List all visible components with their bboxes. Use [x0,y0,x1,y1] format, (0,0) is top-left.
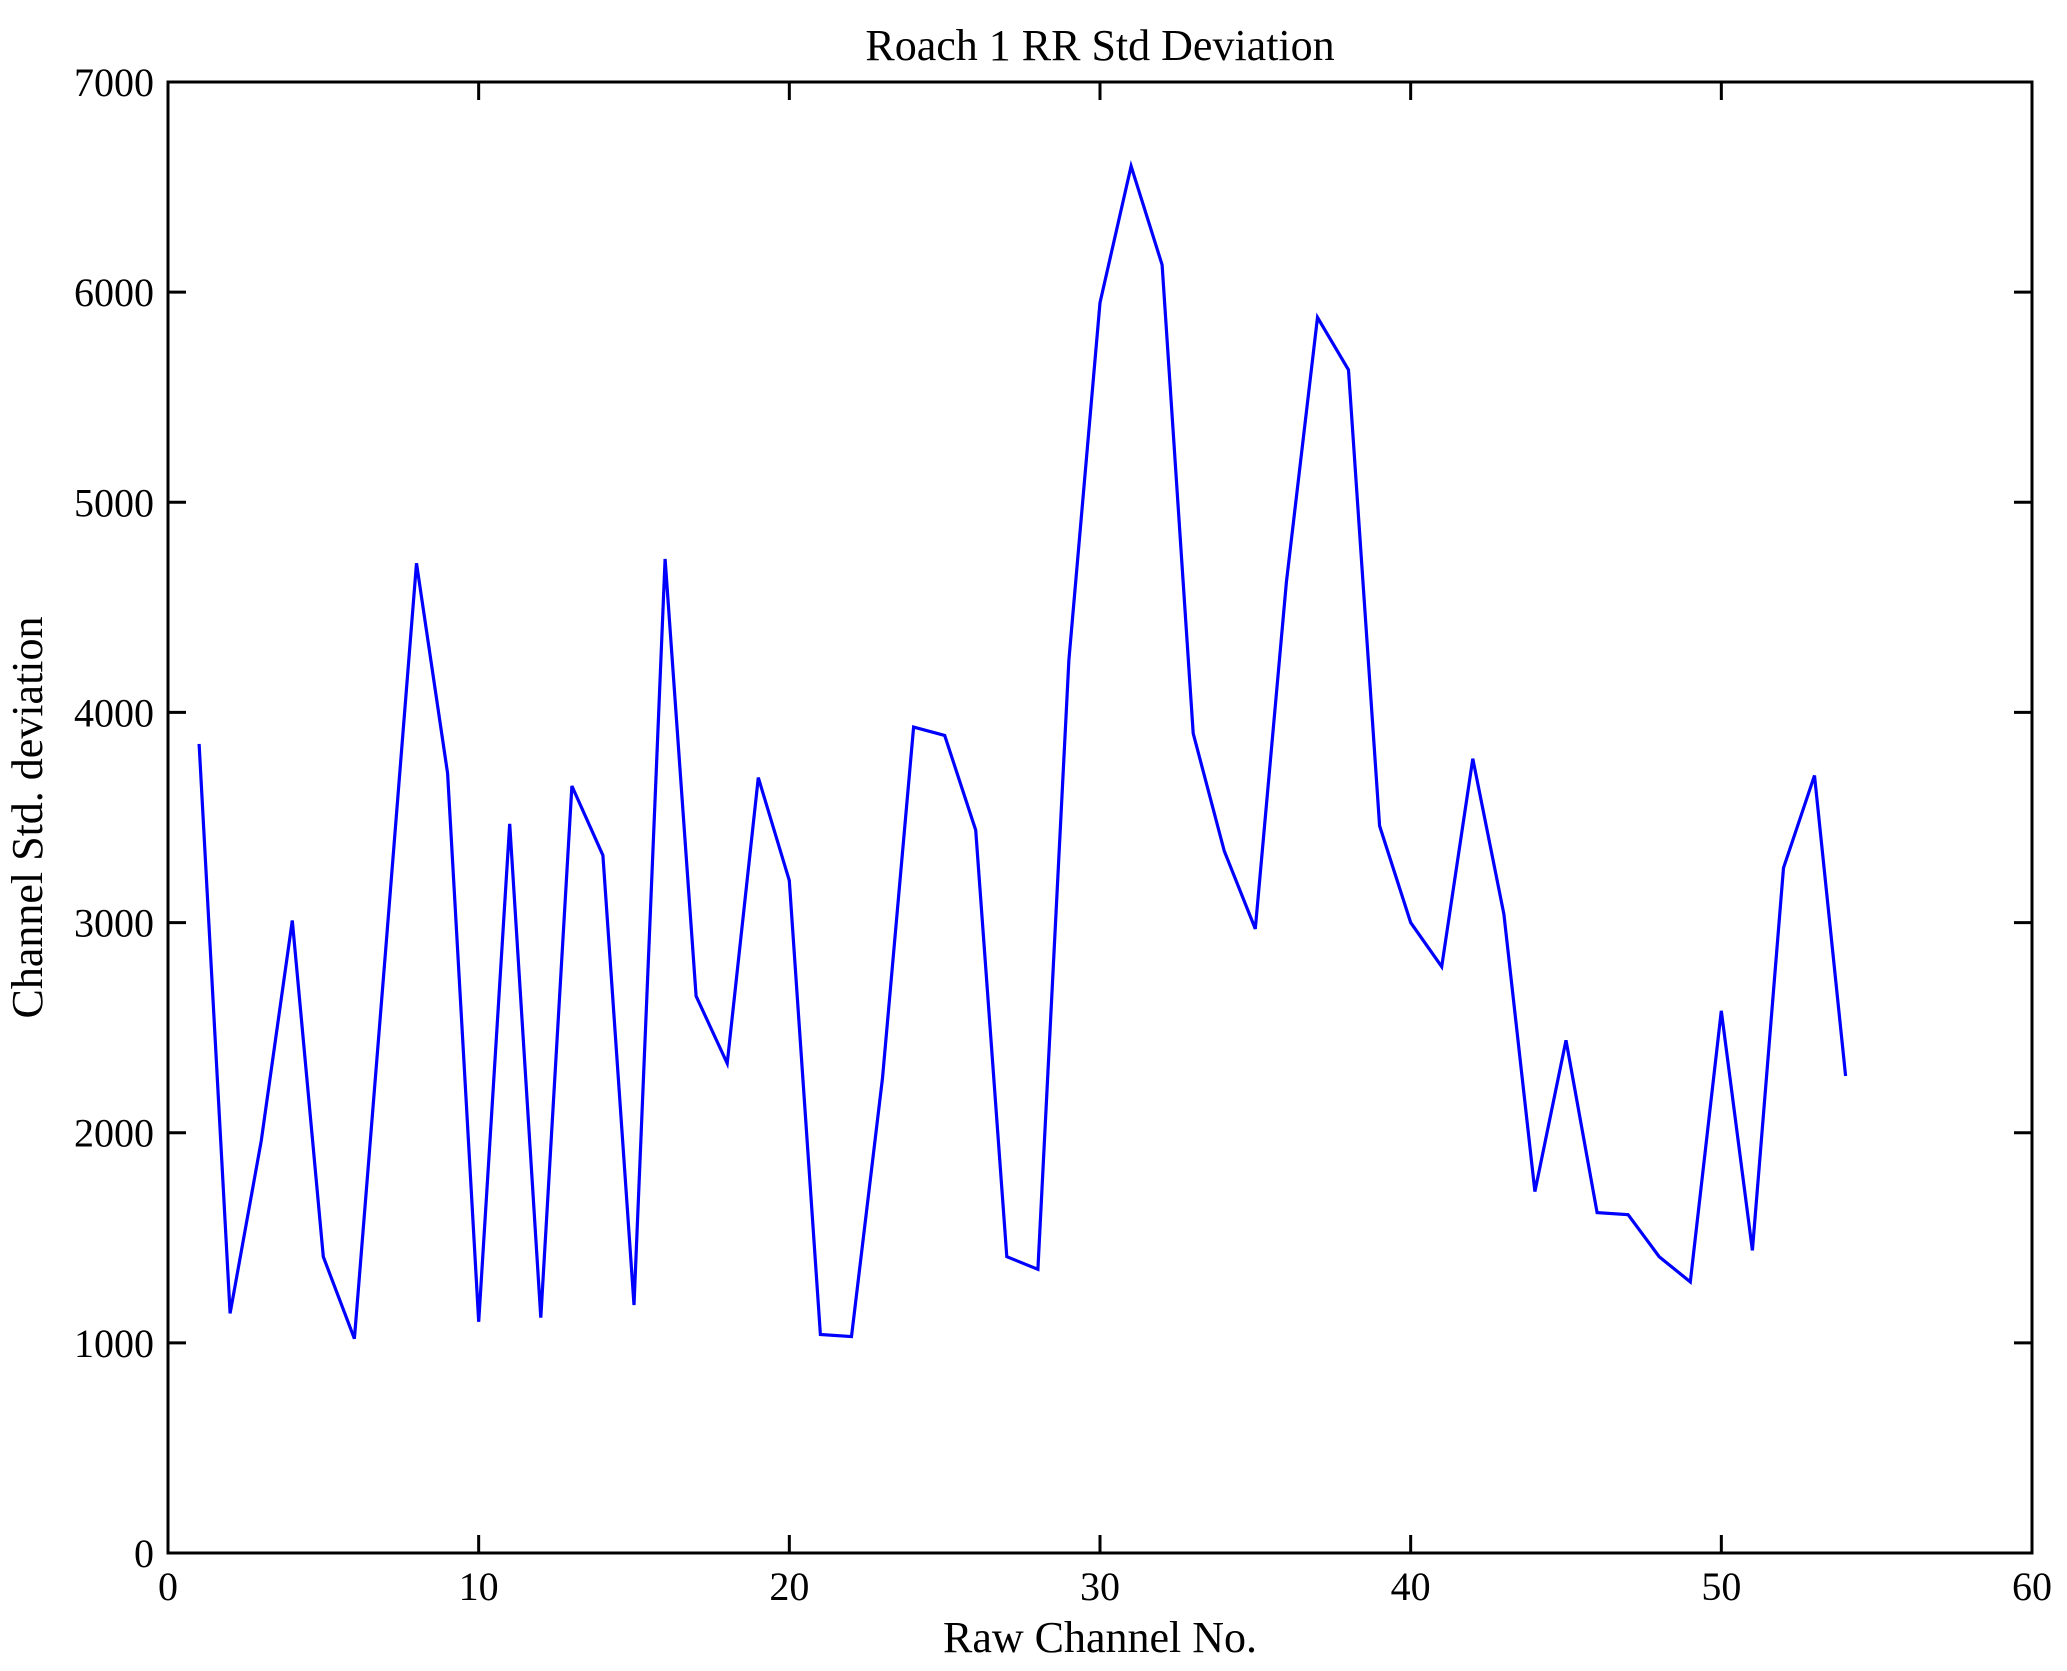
x-tick-label: 20 [769,1564,809,1609]
x-tick-label: 60 [2012,1564,2052,1609]
x-tick-label: 30 [1080,1564,1120,1609]
y-tick-label: 5000 [74,480,154,525]
y-tick-label: 3000 [74,901,154,946]
y-axis-label: Channel Std. deviation [3,616,52,1018]
y-tick-label: 2000 [74,1111,154,1156]
y-tick-label: 6000 [74,270,154,315]
tick-labels: 0 10 20 30 40 50 60 0 1000 2000 3000 4000 5000 6000 70… [74,60,2052,1609]
x-axis-label: Raw Channel No. [943,1613,1257,1662]
x-tick-label: 50 [1701,1564,1741,1609]
y-tick-label: 7000 [74,60,154,105]
y-tick-label: 4000 [74,690,154,735]
y-tick-label: 1000 [74,1321,154,1366]
x-tick-label: 10 [459,1564,499,1609]
x-tick-label: 40 [1391,1564,1431,1609]
plot-area-border [166,80,2034,1555]
data-series-layer [197,159,1848,1340]
y-tick-label: 0 [134,1531,154,1576]
x-tick-label: 0 [158,1564,178,1609]
std-deviation-line-series [197,159,1848,1340]
chart-title: Roach 1 RR Std Deviation [865,21,1334,70]
